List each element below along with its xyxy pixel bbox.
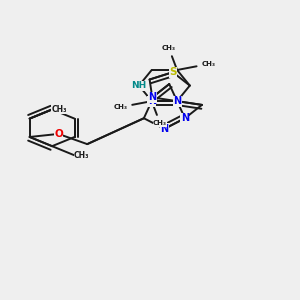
Text: CH₃: CH₃ <box>52 105 67 114</box>
Text: CH₃: CH₃ <box>162 45 176 51</box>
Text: N: N <box>148 96 156 106</box>
Text: S: S <box>169 67 177 77</box>
Text: N: N <box>148 92 156 102</box>
Text: CH₃: CH₃ <box>153 120 167 126</box>
Text: N: N <box>173 96 181 106</box>
Text: NH: NH <box>131 81 147 90</box>
Text: CH₃: CH₃ <box>113 104 128 110</box>
Text: CH₃: CH₃ <box>74 151 89 160</box>
Text: N: N <box>160 124 169 134</box>
Text: N: N <box>181 113 189 123</box>
Text: CH₃: CH₃ <box>201 61 215 67</box>
Text: O: O <box>54 129 63 139</box>
